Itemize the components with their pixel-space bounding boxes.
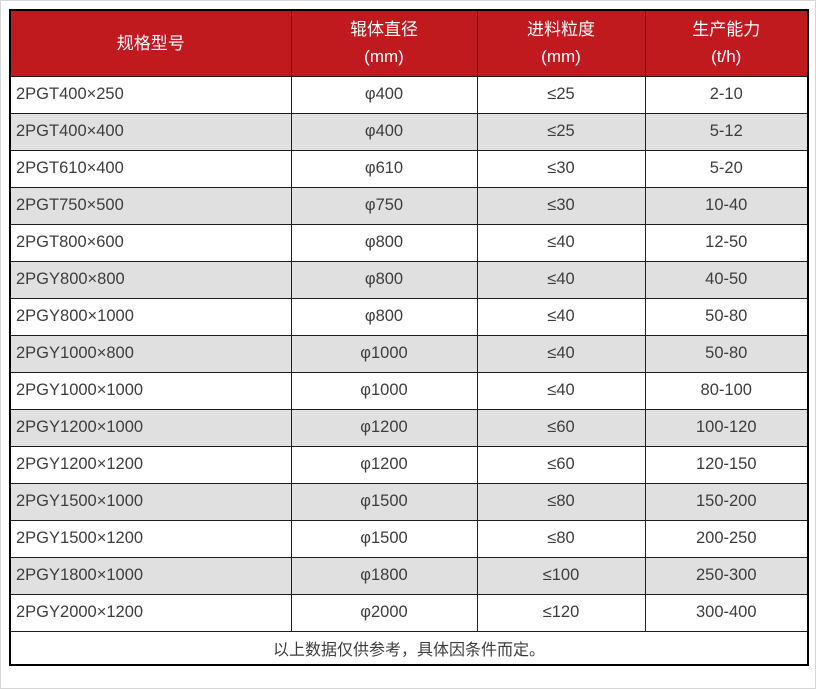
roller-diameter-cell: φ1800 — [290, 556, 478, 595]
capacity-cell: 80-100 — [644, 371, 809, 410]
col-header-roller-diameter-unit: (mm) — [364, 47, 404, 67]
model-cell: 2PGT750×500 — [9, 186, 292, 225]
roller-diameter-cell: φ2000 — [290, 593, 478, 632]
col-header-model: 规格型号 — [9, 9, 292, 77]
capacity-cell: 50-80 — [644, 334, 809, 373]
roller-diameter-cell: φ1200 — [290, 445, 478, 484]
table-row: 2PGY1000×1000 φ1000 ≤40 80-100 — [9, 371, 809, 410]
capacity-cell: 100-120 — [644, 408, 809, 447]
model-cell: 2PGY1200×1000 — [9, 408, 292, 447]
col-header-capacity: 生产能力 (t/h) — [644, 9, 809, 77]
table-row: 2PGY800×1000 φ800 ≤40 50-80 — [9, 297, 809, 336]
feed-size-cell: ≤40 — [476, 260, 646, 299]
table-row: 2PGT610×400 φ610 ≤30 5-20 — [9, 149, 809, 188]
capacity-cell: 50-80 — [644, 297, 809, 336]
roller-diameter-cell: φ400 — [290, 75, 478, 114]
model-cell: 2PGY2000×1200 — [9, 593, 292, 632]
roller-diameter-cell: φ400 — [290, 112, 478, 151]
col-header-roller-diameter: 辊体直径 (mm) — [290, 9, 478, 77]
spec-table: 规格型号 辊体直径 (mm) 进料粒度 (mm) 生产能力 (t/h) 2PGT… — [9, 9, 809, 666]
page: 规格型号 辊体直径 (mm) 进料粒度 (mm) 生产能力 (t/h) 2PGT… — [1, 1, 815, 666]
model-cell: 2PGY1500×1200 — [9, 519, 292, 558]
table-footnote: 以上数据仅供参考，具体因条件而定。 — [9, 630, 809, 666]
col-header-capacity-unit: (t/h) — [711, 47, 742, 67]
table-row: 2PGY1200×1000 φ1200 ≤60 100-120 — [9, 408, 809, 447]
feed-size-cell: ≤30 — [476, 186, 646, 225]
feed-size-cell: ≤40 — [476, 297, 646, 336]
feed-size-cell: ≤40 — [476, 334, 646, 373]
table-row: 2PGT400×250 φ400 ≤25 2-10 — [9, 75, 809, 114]
feed-size-cell: ≤80 — [476, 519, 646, 558]
capacity-cell: 300-400 — [644, 593, 809, 632]
table-row: 2PGY1200×1200 φ1200 ≤60 120-150 — [9, 445, 809, 484]
feed-size-cell: ≤60 — [476, 445, 646, 484]
capacity-cell: 40-50 — [644, 260, 809, 299]
feed-size-cell: ≤120 — [476, 593, 646, 632]
roller-diameter-cell: φ1500 — [290, 482, 478, 521]
roller-diameter-cell: φ1000 — [290, 371, 478, 410]
feed-size-cell: ≤25 — [476, 112, 646, 151]
table-body: 2PGT400×250 φ400 ≤25 2-10 2PGT400×400 φ400 ≤25… — [9, 75, 809, 632]
feed-size-cell: ≤25 — [476, 75, 646, 114]
col-header-model-title: 规格型号 — [116, 33, 185, 53]
model-cell: 2PGY1200×1200 — [9, 445, 292, 484]
header-row: 规格型号 辊体直径 (mm) 进料粒度 (mm) 生产能力 (t/h) — [9, 9, 809, 77]
table-row: 2PGY1500×1000 φ1500 ≤80 150-200 — [9, 482, 809, 521]
roller-diameter-cell: φ800 — [290, 297, 478, 336]
capacity-cell: 5-12 — [644, 112, 809, 151]
capacity-cell: 5-20 — [644, 149, 809, 188]
col-header-feed-size-title: 进料粒度 — [527, 20, 595, 40]
roller-diameter-cell: φ800 — [290, 260, 478, 299]
roller-diameter-cell: φ1500 — [290, 519, 478, 558]
feed-size-cell: ≤30 — [476, 149, 646, 188]
model-cell: 2PGT800×600 — [9, 223, 292, 262]
feed-size-cell: ≤40 — [476, 371, 646, 410]
model-cell: 2PGY1800×1000 — [9, 556, 292, 595]
feed-size-cell: ≤60 — [476, 408, 646, 447]
capacity-cell: 120-150 — [644, 445, 809, 484]
capacity-cell: 250-300 — [644, 556, 809, 595]
col-header-roller-diameter-title: 辊体直径 — [350, 20, 418, 40]
footnote-row: 以上数据仅供参考，具体因条件而定。 — [9, 630, 809, 666]
feed-size-cell: ≤40 — [476, 223, 646, 262]
table-header: 规格型号 辊体直径 (mm) 进料粒度 (mm) 生产能力 (t/h) — [9, 9, 809, 77]
table-row: 2PGT750×500 φ750 ≤30 10-40 — [9, 186, 809, 225]
model-cell: 2PGT610×400 — [9, 149, 292, 188]
col-header-feed-size-unit: (mm) — [541, 47, 581, 67]
model-cell: 2PGY1000×1000 — [9, 371, 292, 410]
roller-diameter-cell: φ610 — [290, 149, 478, 188]
roller-diameter-cell: φ1000 — [290, 334, 478, 373]
feed-size-cell: ≤100 — [476, 556, 646, 595]
model-cell: 2PGT400×250 — [9, 75, 292, 114]
capacity-cell: 150-200 — [644, 482, 809, 521]
table-row: 2PGT400×400 φ400 ≤25 5-12 — [9, 112, 809, 151]
model-cell: 2PGY800×1000 — [9, 297, 292, 336]
capacity-cell: 2-10 — [644, 75, 809, 114]
table-row: 2PGY1800×1000 φ1800 ≤100 250-300 — [9, 556, 809, 595]
model-cell: 2PGY800×800 — [9, 260, 292, 299]
table-footer: 以上数据仅供参考，具体因条件而定。 — [9, 630, 809, 666]
capacity-cell: 200-250 — [644, 519, 809, 558]
capacity-cell: 10-40 — [644, 186, 809, 225]
col-header-feed-size: 进料粒度 (mm) — [476, 9, 646, 77]
model-cell: 2PGY1500×1000 — [9, 482, 292, 521]
roller-diameter-cell: φ800 — [290, 223, 478, 262]
table-row: 2PGY2000×1200 φ2000 ≤120 300-400 — [9, 593, 809, 632]
table-row: 2PGY1500×1200 φ1500 ≤80 200-250 — [9, 519, 809, 558]
capacity-cell: 12-50 — [644, 223, 809, 262]
roller-diameter-cell: φ1200 — [290, 408, 478, 447]
col-header-capacity-title: 生产能力 — [692, 20, 761, 40]
table-row: 2PGY800×800 φ800 ≤40 40-50 — [9, 260, 809, 299]
model-cell: 2PGY1000×800 — [9, 334, 292, 373]
model-cell: 2PGT400×400 — [9, 112, 292, 151]
table-row: 2PGT800×600 φ800 ≤40 12-50 — [9, 223, 809, 262]
roller-diameter-cell: φ750 — [290, 186, 478, 225]
feed-size-cell: ≤80 — [476, 482, 646, 521]
table-row: 2PGY1000×800 φ1000 ≤40 50-80 — [9, 334, 809, 373]
